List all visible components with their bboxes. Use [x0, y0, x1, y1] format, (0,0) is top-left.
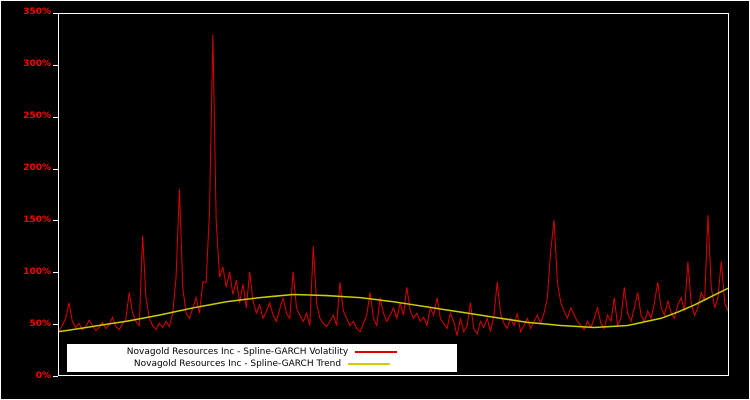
y-axis: 350% 300% 250% 200% 150% 100% 50% 0% [5, 7, 51, 381]
legend-item-volatility: Novagold Resources Inc - Spline-GARCH Vo… [67, 346, 457, 358]
legend-line-sample-trend [348, 363, 391, 365]
legend-line-sample-volatility [355, 351, 398, 353]
y-axis-tick-mark [53, 168, 58, 170]
y-axis-tick-mark [53, 220, 58, 222]
legend: Novagold Resources Inc - Spline-GARCH Vo… [67, 344, 457, 372]
plot-area: Novagold Resources Inc - Spline-GARCH Vo… [58, 13, 729, 376]
y-axis-tick-label: 300% [23, 59, 51, 69]
y-axis-ticks [53, 13, 58, 377]
y-axis-tick-label: 200% [23, 163, 51, 173]
y-axis-tick-mark [53, 376, 58, 377]
y-axis-tick-label: 50% [29, 319, 51, 329]
y-axis-tick-label: 150% [23, 215, 51, 225]
y-axis-tick-mark [53, 272, 58, 274]
series-line-0 [59, 34, 728, 336]
y-axis-tick-mark [53, 64, 58, 66]
legend-label-volatility: Novagold Resources Inc - Spline-GARCH Vo… [126, 347, 349, 357]
series-line-1 [59, 287, 728, 333]
legend-item-trend: Novagold Resources Inc - Spline-GARCH Tr… [67, 358, 457, 370]
legend-label-trend: Novagold Resources Inc - Spline-GARCH Tr… [133, 359, 342, 369]
y-axis-tick-mark [53, 13, 58, 14]
chart-svg [59, 34, 728, 336]
y-axis-tick-label: 100% [23, 267, 51, 277]
y-axis-tick-mark [53, 324, 58, 326]
y-axis-tick-mark [53, 116, 58, 118]
y-axis-tick-label: 250% [23, 111, 51, 121]
y-axis-tick-label: 350% [23, 7, 51, 17]
y-axis-tick-label: 0% [35, 371, 51, 381]
